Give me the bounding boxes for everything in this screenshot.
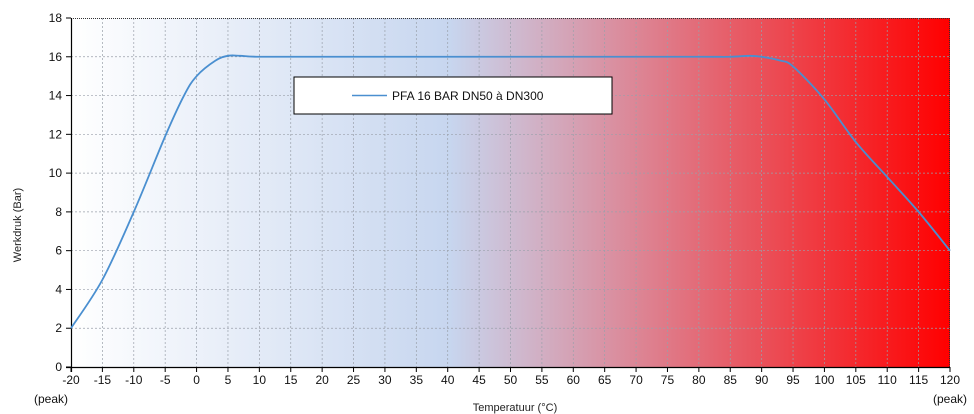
horizontal-gridlines <box>71 56 950 329</box>
x-tick-label: 50 <box>504 373 518 387</box>
x-tick-label: 60 <box>567 373 581 387</box>
x-tick-label: 90 <box>755 373 769 387</box>
y-tick-label: 6 <box>55 244 62 258</box>
x-tick-label: -5 <box>160 373 171 387</box>
x-tick-label: 105 <box>846 373 866 387</box>
x-tick-label: 25 <box>347 373 361 387</box>
y-tick-label: 4 <box>55 282 62 296</box>
x-tick-label: 100 <box>814 373 834 387</box>
x-tick-label: 0 <box>193 373 200 387</box>
x-tick-label: 95 <box>786 373 800 387</box>
x-axis-ticks: -20 -15 -10 -5 0 5 10 15 20 25 30 35 40 45 50 55 60 65 70 7… <box>62 367 960 387</box>
x-tick-sublabel-right: (peak) <box>933 392 967 406</box>
y-tick-label: 16 <box>49 50 63 64</box>
legend-box <box>293 76 613 115</box>
x-tick-label: 65 <box>598 373 612 387</box>
x-tick-label: 80 <box>692 373 706 387</box>
y-tick-label: 18 <box>49 11 63 25</box>
x-tick-label: 85 <box>724 373 738 387</box>
x-tick-sublabel-left: (peak) <box>34 392 68 406</box>
x-axis-title: Temperatuur (°C) <box>473 402 557 414</box>
x-tick-label: -10 <box>125 373 143 387</box>
y-tick-label: 0 <box>55 360 62 374</box>
y-axis-ticks: 0 2 4 6 8 10 12 14 16 18 <box>49 11 71 374</box>
y-tick-label: 12 <box>49 127 63 141</box>
x-tick-label: 40 <box>441 373 455 387</box>
y-tick-label: 2 <box>55 321 62 335</box>
x-tick-label: 115 <box>909 373 928 387</box>
x-tick-label: 45 <box>472 373 486 387</box>
series-layer <box>70 54 951 329</box>
x-tick-label: 15 <box>284 373 298 387</box>
x-tick-label: 35 <box>410 373 424 387</box>
series-line <box>70 54 951 329</box>
legend: PFA 16 BAR DN50 à DN300 <box>293 76 613 115</box>
x-tick-label: 5 <box>225 373 232 387</box>
x-tick-label: 30 <box>378 373 392 387</box>
x-tick-label: 75 <box>661 373 675 387</box>
x-tick-label: -15 <box>94 373 112 387</box>
y-tick-label: 14 <box>49 89 63 103</box>
x-tick-label: -20 <box>62 373 80 387</box>
y-tick-label: 8 <box>55 205 62 219</box>
x-tick-label: 110 <box>878 373 897 387</box>
x-tick-label: 10 <box>253 373 267 387</box>
x-tick-label: 70 <box>629 373 643 387</box>
x-tick-label: 55 <box>535 373 549 387</box>
legend-label: PFA 16 BAR DN50 à DN300 <box>392 89 544 103</box>
x-tick-label: 20 <box>315 373 329 387</box>
y-tick-label: 10 <box>49 166 63 180</box>
x-tick-label: 120 <box>940 373 960 387</box>
y-axis-title: Werkdruk (Bar) <box>12 188 24 262</box>
